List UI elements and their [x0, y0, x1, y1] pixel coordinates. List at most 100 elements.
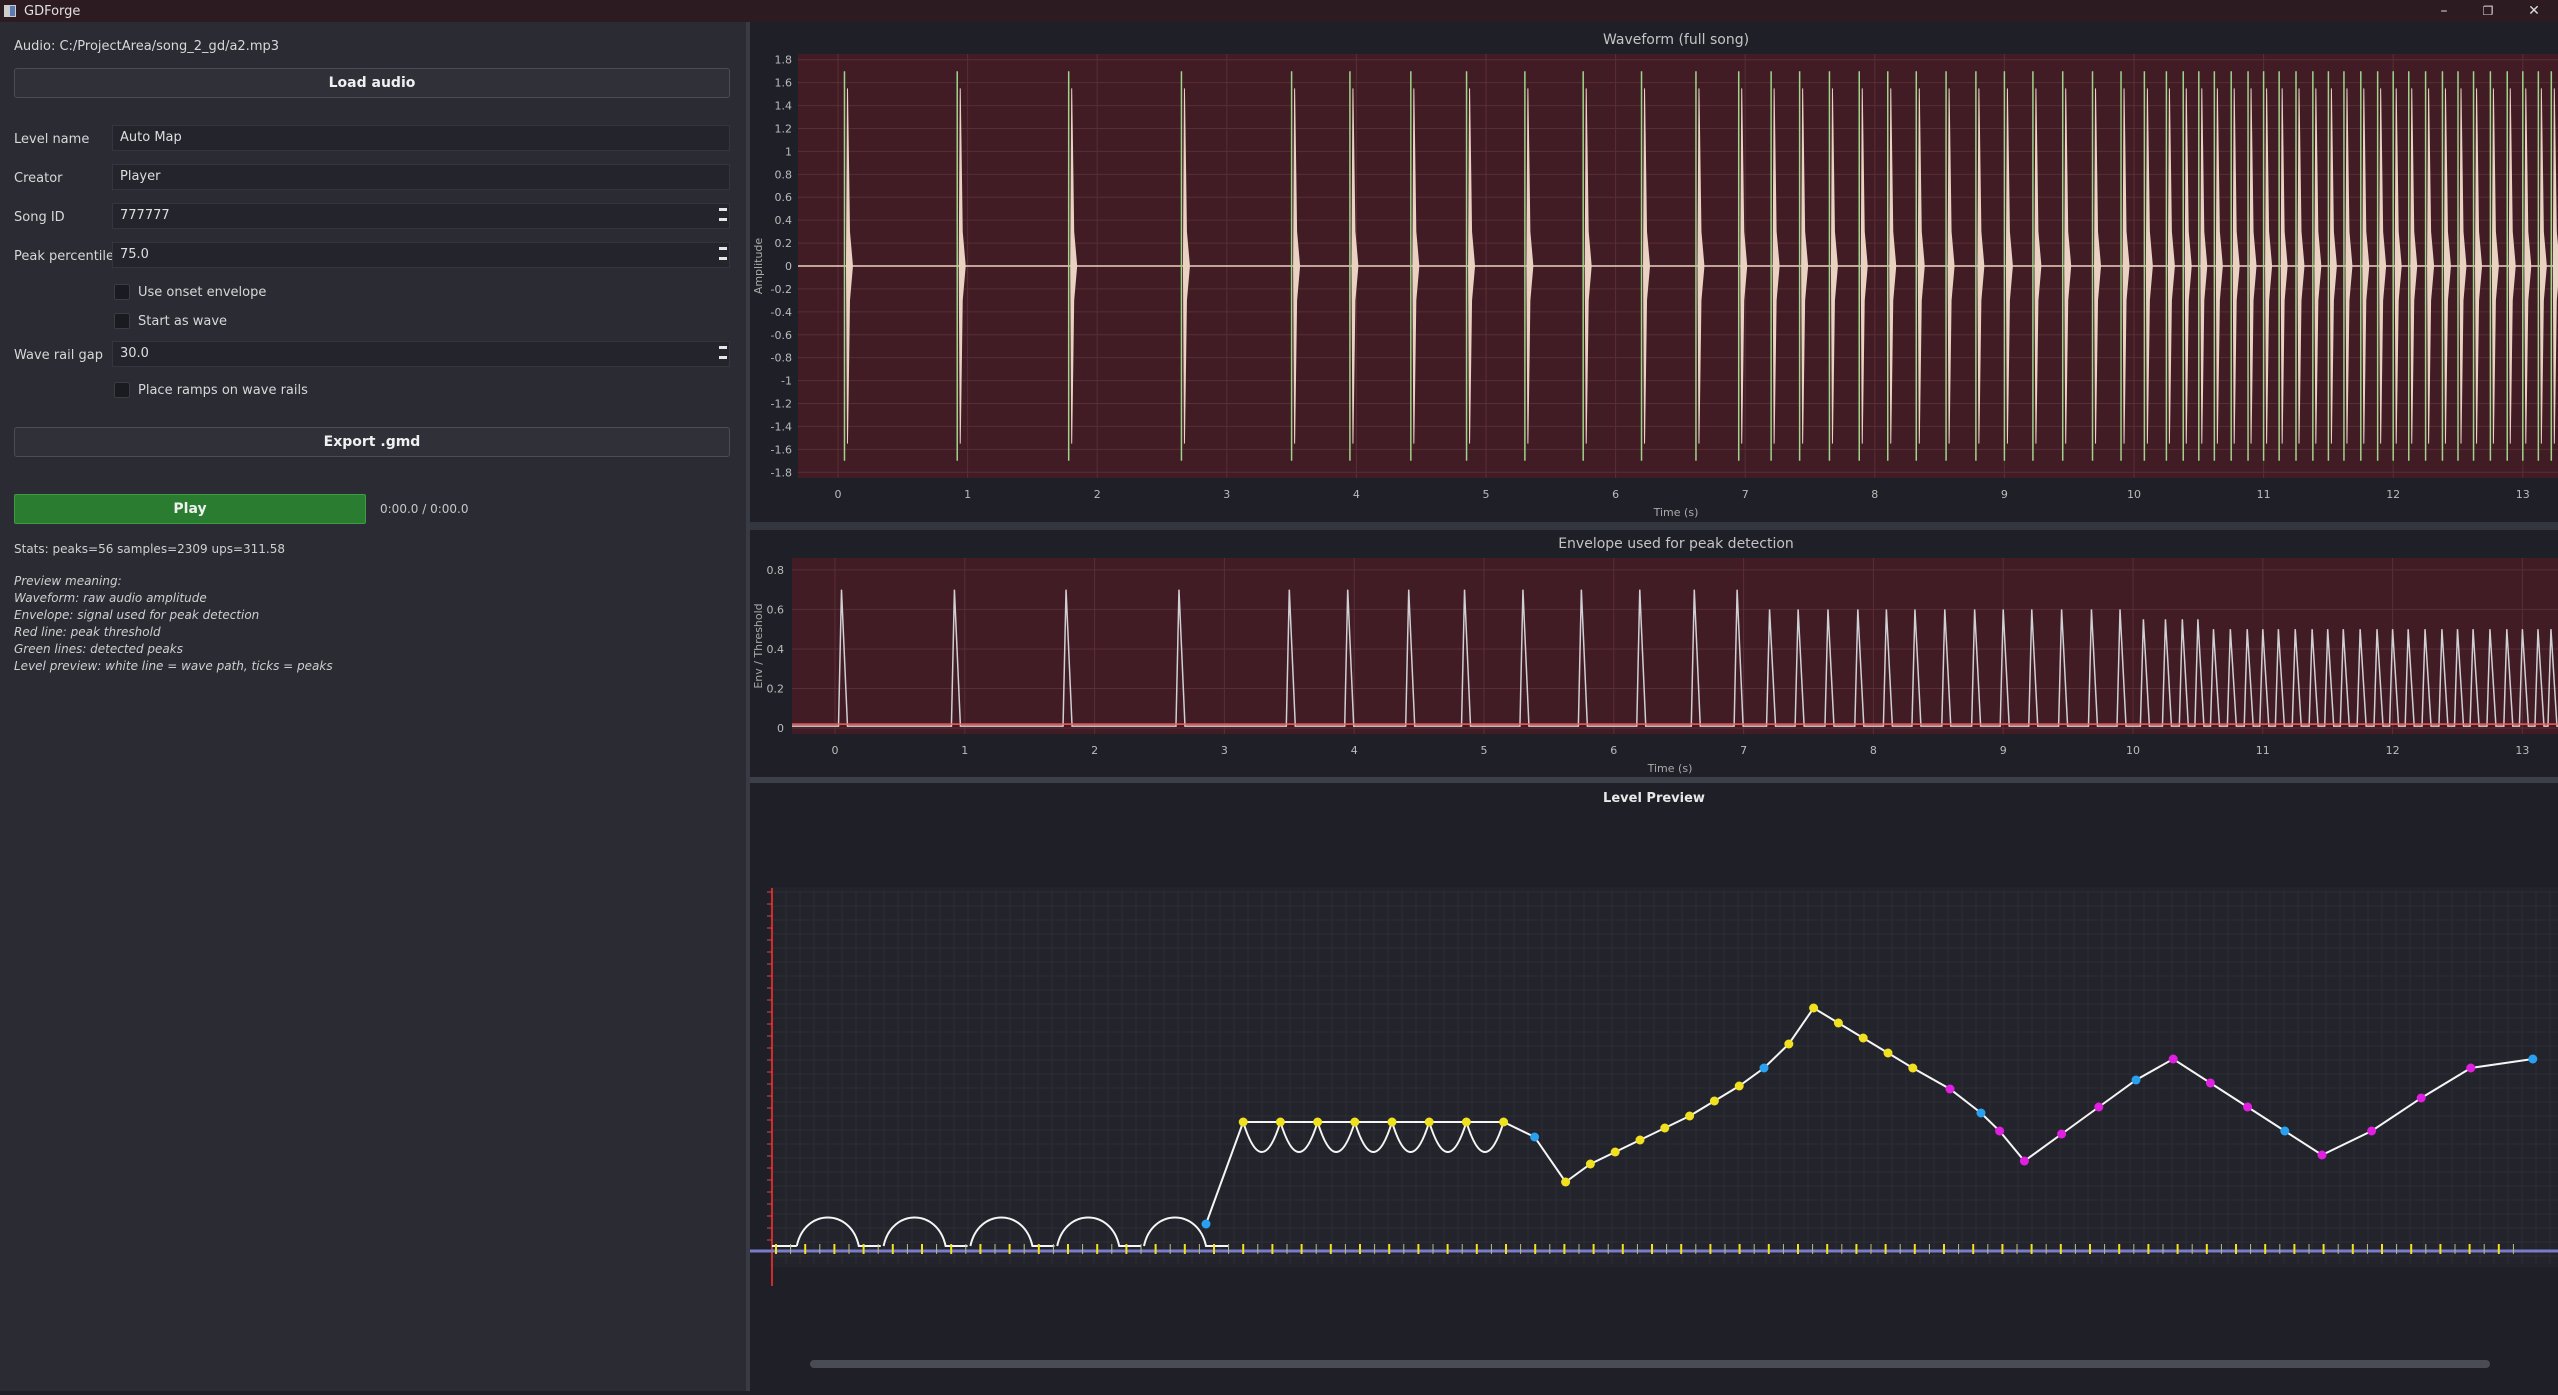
start-as-wave-checkbox[interactable]: [114, 313, 130, 329]
chart-divider: [750, 777, 2558, 783]
path-point: [1660, 1123, 1670, 1133]
waveform-burst: [1468, 88, 1476, 444]
minimize-button[interactable]: –: [2440, 3, 2448, 19]
path-point: [1858, 1033, 1868, 1043]
spin-arrows-icon[interactable]: [719, 208, 727, 224]
waveform-burst: [1584, 88, 1592, 444]
path-point: [1833, 1018, 1843, 1028]
x-tick-label: 0: [835, 488, 842, 501]
y-tick-label: -0.4: [771, 306, 792, 319]
song-id-spinbox[interactable]: 777777: [112, 203, 730, 229]
peak-percentile-spinbox[interactable]: 75.0: [112, 242, 730, 268]
x-tick-label: 3: [1221, 744, 1228, 757]
waveform-burst: [1889, 88, 1897, 444]
start-as-wave-label: Start as wave: [138, 314, 228, 329]
path-point: [2019, 1156, 2029, 1166]
waveform-burst: [2524, 88, 2532, 444]
use-onset-checkbox[interactable]: [114, 284, 130, 300]
waveform-burst: [1293, 88, 1301, 444]
y-tick-label: -1.2: [771, 398, 792, 411]
restore-button[interactable]: ❐: [2482, 4, 2494, 18]
waveform-burst: [1697, 88, 1705, 444]
path-point: [2280, 1126, 2290, 1136]
y-tick-label: 0: [777, 722, 784, 735]
level-name-input[interactable]: Auto Map: [112, 125, 730, 151]
load-audio-button[interactable]: Load audio: [14, 68, 730, 98]
y-tick-label: -0.2: [771, 283, 792, 296]
wave-scallop: [1391, 1121, 1431, 1153]
envelope-xlabel: Time (s): [1647, 762, 1693, 775]
waveform-burst: [2552, 88, 2558, 444]
waveform-title: Waveform (full song): [1603, 32, 1749, 48]
waveform-burst: [2005, 88, 2013, 444]
x-tick-label: 1: [964, 488, 971, 501]
waveform-burst: [1801, 88, 1809, 444]
y-tick-label: -1.6: [771, 443, 792, 456]
y-tick-label: -1: [781, 375, 792, 388]
waveform-burst: [2459, 88, 2467, 444]
path-point: [1759, 1063, 1769, 1073]
path-point: [1908, 1063, 1918, 1073]
panel-splitter[interactable]: [746, 22, 750, 1391]
waveform-burst: [1526, 88, 1534, 444]
y-tick-label: 0.4: [767, 643, 785, 656]
y-tick-label: 0.8: [775, 168, 793, 181]
x-tick-label: 3: [1223, 488, 1230, 501]
path-point: [2367, 1126, 2377, 1136]
place-ramps-checkbox[interactable]: [114, 382, 130, 398]
path-point: [1976, 1108, 1986, 1118]
y-tick-label: -0.8: [771, 352, 792, 365]
waveform-burst: [958, 88, 966, 444]
path-point: [1350, 1117, 1360, 1127]
export-gmd-button[interactable]: Export .gmd: [14, 427, 730, 457]
waveform-burst: [2184, 88, 2192, 444]
x-tick-label: 2: [1091, 744, 1098, 757]
waveform-burst: [2329, 88, 2337, 444]
spin-arrows-icon[interactable]: [719, 346, 727, 362]
x-tick-label: 4: [1353, 488, 1360, 501]
x-tick-label: 6: [1612, 488, 1619, 501]
wave-scallop: [1353, 1121, 1393, 1153]
wave-hump: [1143, 1216, 1228, 1247]
waveform-ylabel: Amplitude: [752, 238, 765, 295]
preview-area: Waveform (full song) 1.8 1.6 1.4 1.2 1 0.8 0.6…: [750, 22, 2558, 1391]
app-icon: [4, 5, 16, 17]
horizontal-scrollbar[interactable]: [810, 1360, 2490, 1368]
path-point: [2205, 1078, 2215, 1088]
play-button[interactable]: Play: [14, 494, 366, 524]
waveform-burst: [2280, 88, 2288, 444]
wave-rail-gap-spinbox[interactable]: 30.0: [112, 341, 730, 367]
controls-panel: Audio: C:/ProjectArea/song_2_gd/a2.mp3 L…: [0, 22, 746, 1391]
waveform-burst: [1740, 88, 1748, 444]
waveform-burst: [2249, 88, 2257, 444]
x-tick-label: 5: [1483, 488, 1490, 501]
y-tick-label: 0.8: [767, 564, 785, 577]
x-tick-label: 12: [2386, 488, 2400, 501]
path-point: [2528, 1054, 2538, 1064]
close-button[interactable]: ✕: [2528, 3, 2540, 19]
waveform-burst: [1643, 88, 1651, 444]
waveform-burst: [1351, 88, 1359, 444]
legend-line: Waveform: raw audio amplitude: [14, 591, 207, 605]
spin-arrows-icon[interactable]: [719, 247, 727, 263]
y-tick-label: 1.6: [775, 77, 793, 90]
wave-scallop: [1316, 1121, 1356, 1153]
creator-input[interactable]: Player: [112, 164, 730, 190]
path-point: [1784, 1039, 1794, 1049]
y-tick-label: 1: [785, 145, 792, 158]
song-id-label: Song ID: [14, 210, 65, 225]
waveform-xlabel: Time (s): [1653, 506, 1699, 519]
waveform-burst: [1412, 88, 1420, 444]
path-point: [1585, 1159, 1595, 1169]
path-point: [1424, 1117, 1434, 1127]
waveform-burst: [2491, 88, 2499, 444]
waveform-burst: [2362, 88, 2370, 444]
y-tick-label: 0.2: [767, 683, 785, 696]
wave-rail-gap-value: 30.0: [120, 346, 149, 361]
x-tick-label: 10: [2126, 744, 2140, 757]
x-tick-label: 5: [1481, 744, 1488, 757]
level-preview: Level Preview: [750, 791, 2558, 1368]
path-point: [1945, 1084, 1955, 1094]
x-tick-label: 2: [1094, 488, 1101, 501]
y-tick-label: 0: [785, 260, 792, 273]
